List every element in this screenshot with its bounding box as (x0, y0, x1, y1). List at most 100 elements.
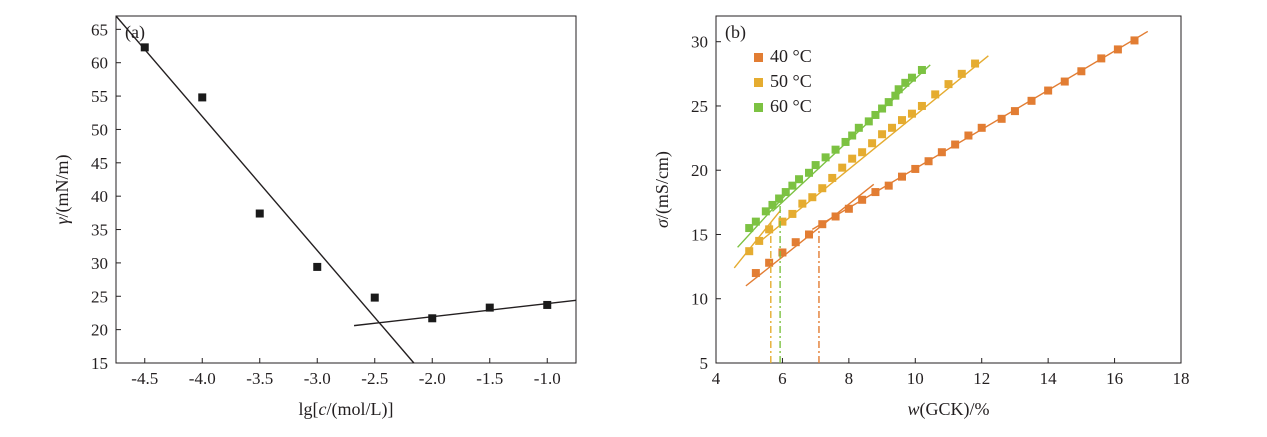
data-point-series-3 (821, 153, 830, 162)
x-axis-title-part: w (907, 399, 919, 419)
data-point-series-3 (751, 217, 760, 226)
y-tick-label-b: 10 (691, 290, 708, 309)
data-point-series-2 (828, 173, 837, 182)
y-axis-title-part: /(mN/m) (52, 154, 73, 217)
data-point-series-3 (745, 224, 754, 233)
x-tick-label-b: 18 (1173, 369, 1190, 388)
data-point-series-1 (858, 195, 867, 204)
legend-marker-3 (754, 103, 763, 112)
data-point-series-1 (1097, 54, 1106, 63)
x-tick-label-a: -4.5 (131, 369, 158, 388)
panel-b: 4 6 8 10 12 14 16 18 5 10 15 20 25 30 w(GCK)/% σ/(mS/cm… (652, 15, 1190, 420)
panel-label-b: (b) (725, 22, 746, 43)
data-point-series-1 (997, 114, 1006, 123)
data-point-series-1 (751, 269, 760, 278)
y-tick-label-a: 30 (91, 254, 108, 273)
data-point-a (370, 293, 379, 302)
data-point-series-2 (878, 130, 887, 139)
y-tick-label-b: 30 (691, 33, 708, 52)
data-point-series-1 (1077, 67, 1086, 76)
data-point-series-3 (848, 131, 857, 140)
data-point-series-2 (838, 163, 847, 172)
x-axis-title-b: w(GCK)/% (907, 399, 989, 420)
x-tick-label-b: 10 (907, 369, 924, 388)
data-point-series-3 (795, 175, 804, 184)
data-point-series-3 (831, 145, 840, 154)
data-point-a (198, 93, 207, 102)
data-point-series-1 (1113, 45, 1122, 54)
data-point-series-3 (917, 65, 926, 74)
data-point-series-2 (808, 193, 817, 202)
y-tick-label-b: 5 (700, 354, 709, 373)
data-point-series-3 (781, 188, 790, 197)
data-point-series-3 (878, 104, 887, 113)
data-point-series-3 (894, 85, 903, 94)
data-point-series-1 (871, 188, 880, 197)
x-tick-label-b: 12 (973, 369, 990, 388)
data-point-series-3 (901, 78, 910, 87)
data-point-a (140, 43, 149, 52)
data-point-series-1 (951, 140, 960, 149)
legend: 40 °C 50 °C 60 °C (754, 46, 812, 116)
legend-label-3: 60 °C (770, 96, 812, 116)
data-point-series-1 (1010, 107, 1019, 116)
data-point-a (428, 314, 437, 323)
data-point-series-2 (944, 80, 953, 89)
data-point-series-1 (884, 181, 893, 190)
data-point-series-3 (841, 137, 850, 146)
data-point-series-2 (755, 236, 764, 245)
y-tick-label-b: 25 (691, 97, 708, 116)
data-point-series-2 (957, 69, 966, 78)
data-point-series-1 (1130, 36, 1139, 45)
x-tick-label-a: -2.5 (361, 369, 388, 388)
data-point-series-1 (924, 157, 933, 166)
y-axis-title-a: γ/(mN/m) (52, 154, 73, 224)
data-point-series-1 (964, 131, 973, 140)
data-point-series-3 (775, 194, 784, 203)
y-tick-label-a: 20 (91, 321, 108, 340)
data-point-series-1 (765, 258, 774, 267)
data-point-series-3 (811, 161, 820, 170)
panel-a: -4.5 -4.0 -3.5 -3.0 -2.5 -2.0 -1.5 -1.0 15 20 25 30… (52, 15, 577, 420)
data-point-a (313, 262, 322, 271)
x-tick-label-b: 4 (712, 369, 721, 388)
data-point-series-2 (818, 184, 827, 193)
data-point-series-2 (907, 109, 916, 118)
legend-label-2: 50 °C (770, 71, 812, 91)
data-point-series-1 (977, 123, 986, 132)
data-point-series-2 (931, 90, 940, 99)
y-tick-label-a: 60 (91, 54, 108, 73)
y-axis-title-part: /(mS/cm) (652, 151, 673, 219)
y-tick-label-a: 65 (91, 20, 108, 39)
x-axis-title-part: /(mol/L)] (327, 399, 394, 420)
y-tick-label-a: 55 (91, 87, 108, 106)
x-tick-label-b: 14 (1040, 369, 1058, 388)
y-axis-title-part: σ (652, 218, 672, 228)
y-tick-label-a: 45 (91, 154, 108, 173)
x-tick-label-b: 6 (778, 369, 787, 388)
plot-frame-a (115, 15, 577, 364)
y-tick-label-a: 25 (91, 287, 108, 306)
data-point-series-2 (788, 209, 797, 218)
data-point-series-3 (768, 200, 777, 209)
legend-marker-2 (754, 78, 763, 87)
y-axis-title-part: γ (52, 217, 72, 225)
x-tick-label-b: 8 (845, 369, 854, 388)
legend-label-1: 40 °C (770, 46, 812, 66)
x-tick-label-a: -3.0 (304, 369, 331, 388)
data-point-a (485, 303, 494, 312)
y-tick-label-a: 50 (91, 120, 108, 139)
fit-line-a-1 (115, 15, 415, 364)
data-point-series-3 (864, 117, 873, 126)
data-point-series-2 (858, 148, 867, 157)
fit-line-b-3-1 (737, 194, 787, 248)
data-point-series-1 (805, 230, 813, 239)
data-point-series-1 (898, 172, 906, 181)
data-point-series-3 (761, 207, 770, 216)
data-point-series-1 (1044, 86, 1053, 95)
y-tick-label-a: 35 (91, 221, 108, 240)
data-point-series-1 (791, 238, 800, 247)
y-tick-label-a: 40 (91, 187, 108, 206)
